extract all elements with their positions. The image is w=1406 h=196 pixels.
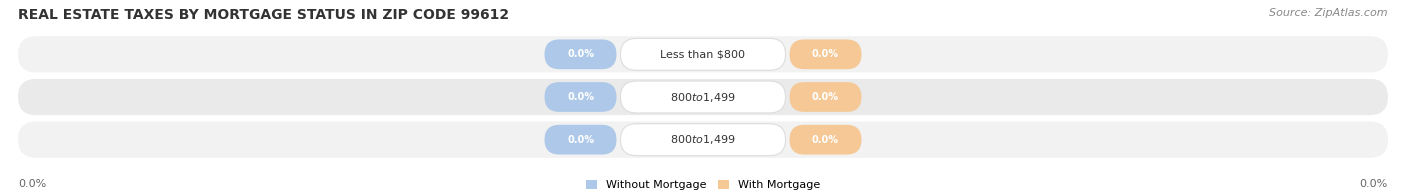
Legend: Without Mortgage, With Mortgage: Without Mortgage, With Mortgage [586,180,820,191]
FancyBboxPatch shape [18,122,1388,158]
Text: 0.0%: 0.0% [813,135,839,145]
Text: 0.0%: 0.0% [813,49,839,59]
Text: 0.0%: 0.0% [1360,179,1388,189]
FancyBboxPatch shape [620,124,786,156]
Text: 0.0%: 0.0% [567,49,593,59]
Text: $800 to $1,499: $800 to $1,499 [671,91,735,103]
Text: Less than $800: Less than $800 [661,49,745,59]
Text: Source: ZipAtlas.com: Source: ZipAtlas.com [1270,8,1388,18]
Text: 0.0%: 0.0% [567,135,593,145]
Text: REAL ESTATE TAXES BY MORTGAGE STATUS IN ZIP CODE 99612: REAL ESTATE TAXES BY MORTGAGE STATUS IN … [18,8,509,22]
FancyBboxPatch shape [544,39,616,69]
Text: 0.0%: 0.0% [813,92,839,102]
FancyBboxPatch shape [620,81,786,113]
FancyBboxPatch shape [790,125,862,154]
FancyBboxPatch shape [18,36,1388,73]
Text: $800 to $1,499: $800 to $1,499 [671,133,735,146]
Text: 0.0%: 0.0% [18,179,46,189]
FancyBboxPatch shape [544,82,616,112]
FancyBboxPatch shape [790,82,862,112]
FancyBboxPatch shape [790,39,862,69]
FancyBboxPatch shape [18,79,1388,115]
Text: 0.0%: 0.0% [567,92,593,102]
FancyBboxPatch shape [620,38,786,70]
FancyBboxPatch shape [544,125,616,154]
